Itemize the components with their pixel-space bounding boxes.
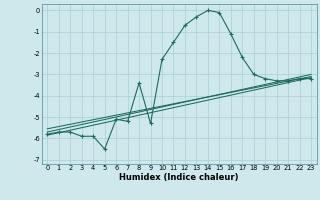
- X-axis label: Humidex (Indice chaleur): Humidex (Indice chaleur): [119, 173, 239, 182]
